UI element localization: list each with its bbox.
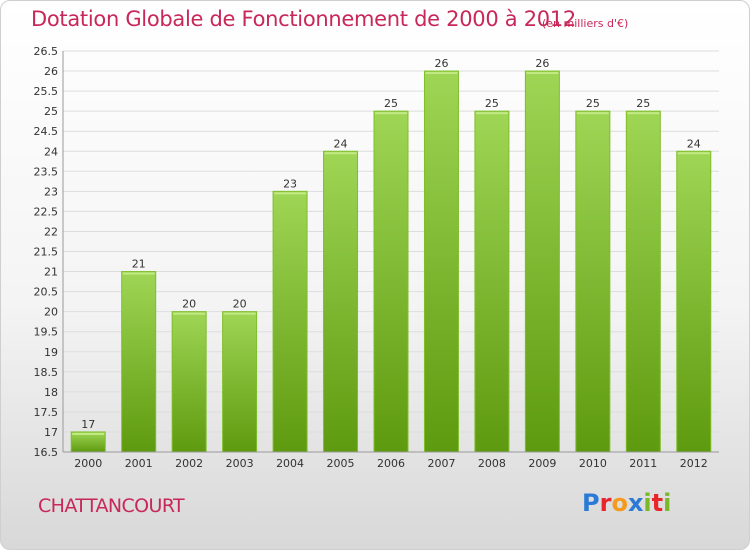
bar-highlight	[526, 72, 559, 75]
bar-highlight	[324, 152, 357, 155]
bar-value-label: 25	[586, 97, 600, 110]
y-tick-label: 22.5	[34, 205, 59, 218]
y-tick-label: 24	[44, 145, 58, 158]
x-tick-label: 2001	[125, 457, 153, 470]
bar-highlight	[122, 272, 155, 275]
bar-highlight	[274, 192, 307, 195]
x-axis-tick-labels: 2000 2001 2002 2003 2004 2005 2006 2007 2008 2009…	[74, 457, 708, 470]
bar-value-label: 20	[233, 298, 247, 311]
bar	[272, 190, 308, 453]
y-tick-label: 20	[44, 306, 58, 319]
y-tick-label: 20.5	[34, 286, 59, 299]
y-tick-label: 23.5	[34, 165, 59, 178]
y-tick-label: 17	[44, 426, 58, 439]
bar-value-label: 24	[687, 137, 701, 150]
bar-highlight	[223, 312, 256, 315]
y-tick-label: 18	[44, 386, 58, 399]
x-tick-label: 2011	[629, 457, 657, 470]
bar-value-labels: 17 21 20 20 23 24 25 26 25 26 25 25 24	[81, 57, 701, 431]
bar-highlight	[72, 432, 105, 435]
proxiti-logo[interactable]: Proxiti	[582, 489, 671, 517]
bar-highlight	[375, 112, 407, 115]
y-tick-label: 19.5	[34, 326, 59, 339]
x-tick-label: 2006	[377, 457, 405, 470]
x-tick-label: 2004	[276, 457, 304, 470]
logo-letter: i	[643, 489, 652, 517]
commune-name: CHATTANCOURT	[38, 495, 185, 517]
y-tick-label: 21.5	[34, 246, 59, 259]
logo-letter: r	[599, 489, 612, 517]
y-tick-label: 26	[44, 65, 58, 78]
x-tick-label: 2002	[175, 457, 203, 470]
y-tick-label: 17.5	[34, 406, 59, 419]
bar	[625, 110, 661, 453]
bar-value-label: 23	[283, 177, 297, 190]
y-tick-label: 24.5	[34, 125, 59, 138]
bar-value-label: 25	[636, 97, 650, 110]
bar	[575, 110, 611, 453]
bar-value-label: 25	[485, 97, 499, 110]
y-tick-label: 25.5	[34, 85, 59, 98]
bar-value-label: 26	[434, 57, 448, 70]
logo-letter: P	[582, 489, 600, 517]
logo-letter: o	[611, 489, 628, 517]
x-tick-label: 2008	[478, 457, 506, 470]
y-tick-label: 22	[44, 225, 58, 238]
x-tick-label: 2007	[427, 457, 455, 470]
logo-letter: x	[627, 489, 644, 517]
unit-label: (en milliers d'€)	[542, 17, 629, 30]
x-tick-label: 2003	[226, 457, 254, 470]
bar	[70, 431, 106, 453]
bar	[222, 311, 258, 453]
bar	[423, 70, 459, 453]
bar	[121, 271, 157, 453]
bar-value-label: 26	[535, 57, 549, 70]
x-tick-label: 2009	[528, 457, 556, 470]
logo-letter: t	[651, 489, 664, 517]
bar	[171, 311, 207, 453]
bar	[373, 110, 409, 453]
x-tick-label: 2005	[327, 457, 355, 470]
y-tick-label: 25	[44, 105, 58, 118]
bar-highlight	[475, 112, 508, 115]
bar-value-label: 17	[81, 418, 95, 431]
bar	[676, 150, 712, 453]
bar-highlight	[627, 112, 660, 115]
bar-value-label: 24	[334, 137, 348, 150]
chart-title: Dotation Globale de Fonctionnement de 20…	[31, 7, 576, 31]
bar	[323, 150, 359, 453]
logo-letter: i	[663, 489, 672, 517]
y-tick-label: 21	[44, 266, 58, 279]
bars	[70, 70, 712, 453]
axes	[62, 51, 719, 453]
bar-highlight	[576, 112, 609, 115]
y-tick-label: 26.5	[34, 45, 59, 58]
bar	[474, 110, 510, 453]
bar	[524, 70, 560, 453]
bar-value-label: 21	[132, 258, 146, 271]
bar-value-label: 20	[182, 298, 196, 311]
bar-highlight	[425, 72, 458, 75]
bar-highlight	[677, 152, 710, 155]
x-tick-label: 2010	[579, 457, 607, 470]
y-tick-label: 19	[44, 346, 58, 359]
y-tick-label: 23	[44, 185, 58, 198]
y-tick-label: 16.5	[34, 446, 59, 459]
y-axis-tick-labels: 16.5 17 17.5 18 18.5 19 19.5 20 20.5 21 21.5 22 22.5…	[34, 45, 59, 459]
bar-highlight	[173, 312, 206, 315]
x-tick-label: 2000	[74, 457, 102, 470]
bar-value-label: 25	[384, 97, 398, 110]
y-tick-label: 18.5	[34, 366, 59, 379]
x-tick-label: 2012	[680, 457, 708, 470]
